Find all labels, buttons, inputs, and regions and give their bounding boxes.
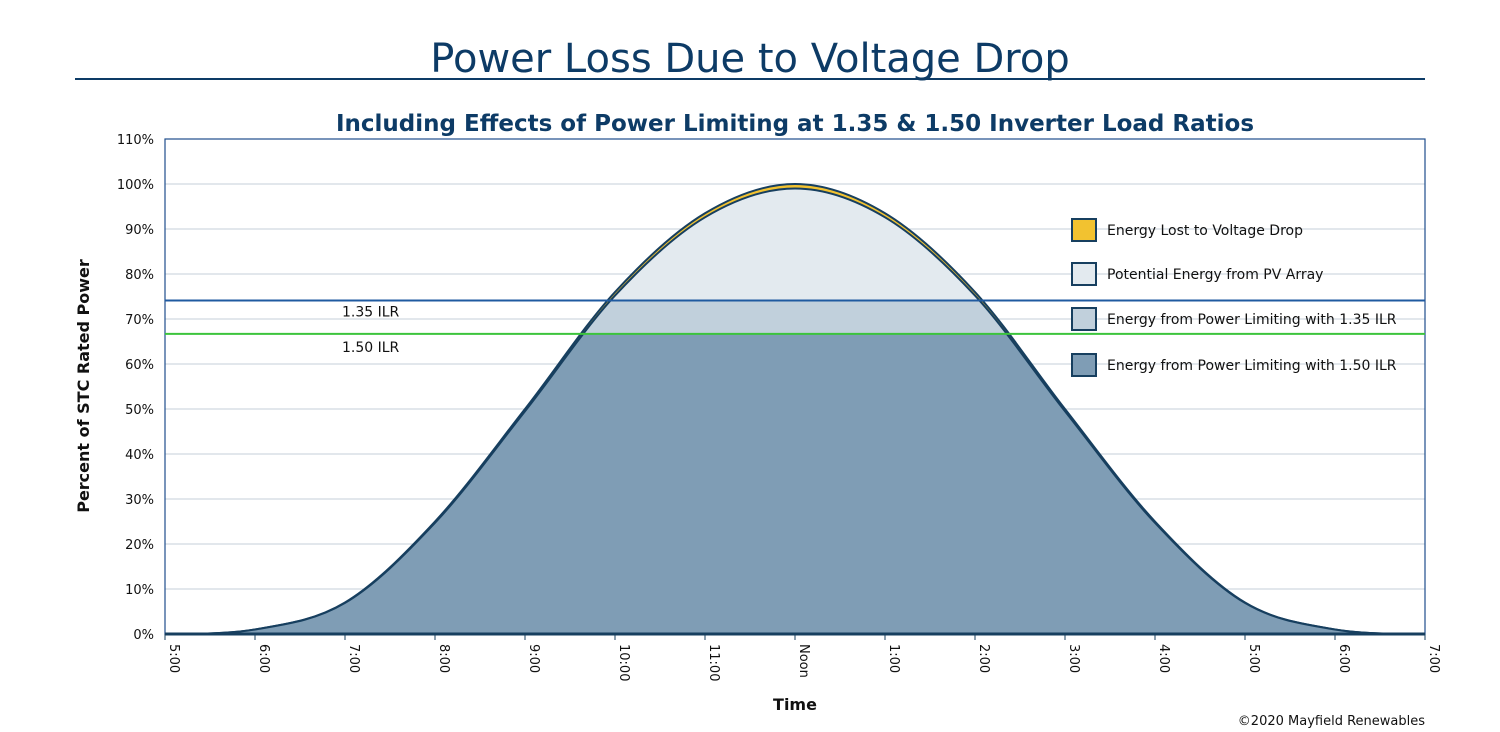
x-tick-label: 6:00 — [256, 644, 271, 673]
legend-label: Potential Energy from PV Array — [1107, 267, 1323, 283]
x-tick-label: 8:00 — [436, 644, 451, 673]
y-axis-label: Percent of STC Rated Power — [74, 259, 93, 513]
y-tick-label: 20% — [125, 538, 154, 553]
legend-label: Energy Lost to Voltage Drop — [1107, 223, 1303, 239]
x-tick-label: 6:00 — [1336, 644, 1351, 673]
legend-swatch — [1071, 353, 1097, 377]
y-tick-label: 100% — [117, 178, 154, 193]
y-ticks: 0% 10% 20% 30% 40% 50% 60% 70% 80% 90% 100% 110% — [117, 133, 154, 643]
x-tick-label: 10:00 — [616, 644, 631, 681]
chart-subtitle: Including Effects of Power Limiting at 1… — [336, 111, 1254, 137]
x-tick-label: Noon — [796, 644, 811, 678]
line-after-loss — [164, 187, 1426, 636]
y-tick-label: 50% — [125, 403, 154, 418]
chart-title: Power Loss Due to Voltage Drop — [430, 36, 1069, 82]
x-tick-label: 1:00 — [886, 644, 901, 673]
y-tick-label: 10% — [125, 583, 154, 598]
y-tick-label: 60% — [125, 358, 154, 373]
legend-swatch — [1071, 262, 1097, 286]
x-tick-label: 7:00 — [346, 644, 361, 673]
areas — [164, 138, 1426, 636]
x-tick-label: 3:00 — [1066, 644, 1081, 673]
y-tick-label: 0% — [133, 628, 154, 643]
y-tick-label: 30% — [125, 493, 154, 508]
legend-label: Energy from Power Limiting with 1.35 ILR — [1107, 312, 1397, 328]
y-tick-label: 80% — [125, 268, 154, 283]
x-tick-label: 5:00 — [166, 644, 181, 673]
x-tick-label: 9:00 — [526, 644, 541, 673]
legend-swatch — [1071, 218, 1097, 242]
y-tick-label: 90% — [125, 223, 154, 238]
x-tick-label: 2:00 — [976, 644, 991, 673]
y-tick-label: 40% — [125, 448, 154, 463]
legend: Energy Lost to Voltage Drop Potential Ene… — [1071, 218, 1397, 377]
x-tick-label: 7:00 — [1426, 644, 1441, 673]
limit-label: 1.35 ILR — [342, 305, 400, 321]
x-axis-label: Time — [773, 695, 817, 714]
inner-areas — [165, 188, 1425, 634]
x-tick-label: 11:00 — [706, 644, 721, 681]
legend-swatch — [1071, 307, 1097, 331]
x-tick-label: 5:00 — [1246, 644, 1261, 673]
copyright: ©2020 Mayfield Renewables — [1238, 714, 1425, 729]
legend-label: Energy from Power Limiting with 1.50 ILR — [1107, 358, 1397, 374]
y-tick-label: 110% — [117, 133, 154, 148]
limit-label: 1.50 ILR — [342, 340, 400, 356]
limit-lines: 1.35 ILR 1.50 ILR — [165, 299, 1425, 356]
y-tick-label: 70% — [125, 313, 154, 328]
x-tick-label: 4:00 — [1156, 644, 1171, 673]
x-ticks: 5:00 6:00 7:00 8:00 9:00 10:00 11:00 Noon 1:00 2:… — [164, 634, 1441, 681]
